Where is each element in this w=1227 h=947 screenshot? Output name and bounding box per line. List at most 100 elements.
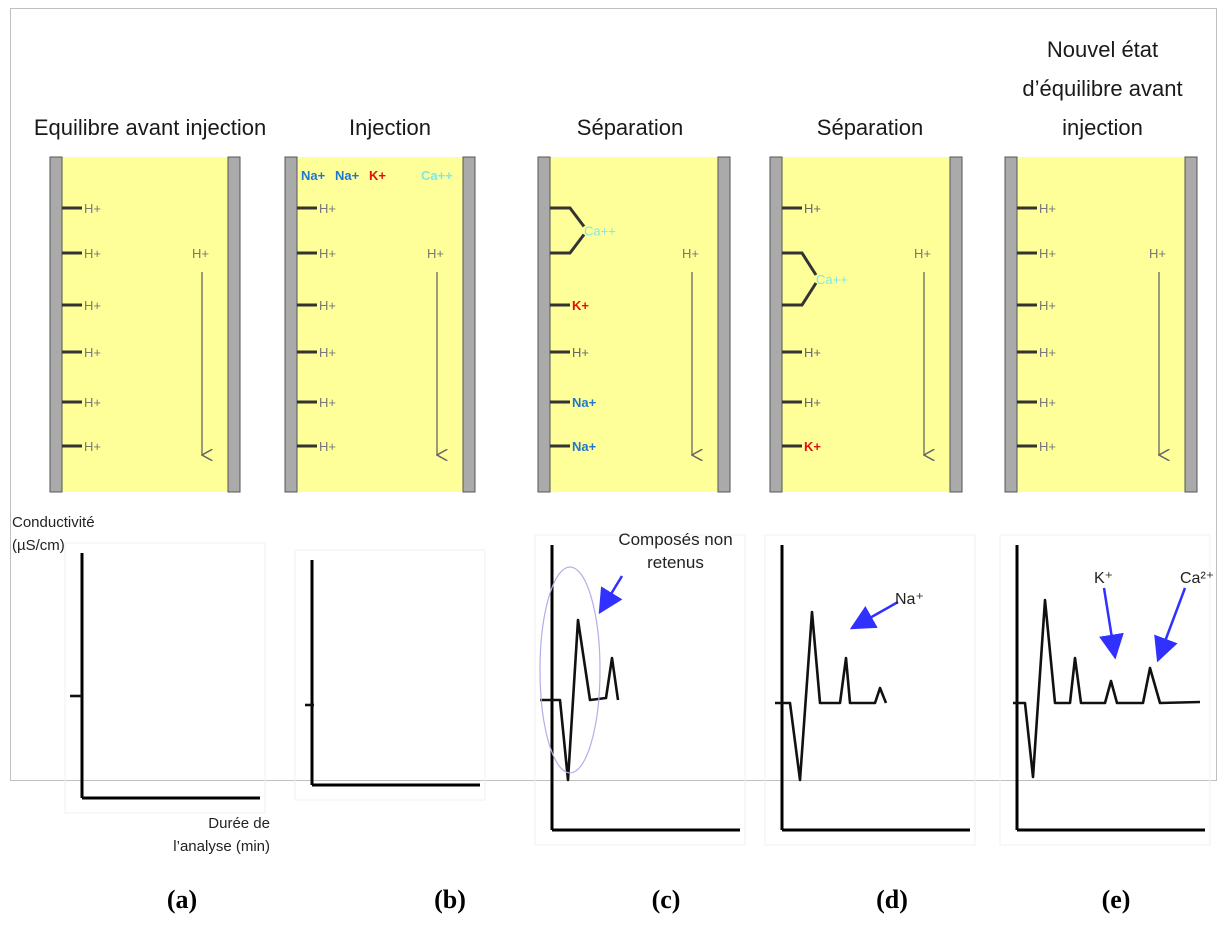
y-axis-label-line1: Conductivité <box>12 514 95 531</box>
annotation-label-ca: Ca²⁺ <box>1180 570 1215 587</box>
x-axis-label-line2: l’analyse (min) <box>173 838 270 855</box>
title-d: Séparation <box>816 115 924 140</box>
panel-c-column: K+ H+ Na+ Na+ Ca++ H+ <box>537 156 731 493</box>
panel-e-site-ion-1: H+ <box>1039 246 1056 261</box>
panel-e-site-ion-3: H+ <box>1039 345 1056 360</box>
panel-a-site-ion-5: H+ <box>84 439 101 454</box>
panel-c-site-ion-3: H+ <box>572 345 589 360</box>
title-b: Injection <box>349 115 431 140</box>
title-e-line1: Nouvel état <box>1046 37 1159 62</box>
panel-c-left-wall <box>537 156 551 493</box>
y-axis-label: Conductivité (µS/cm) <box>12 511 95 557</box>
panel-b-injected-ion-2: K+ <box>369 168 386 183</box>
panel-c-site-ion-2: K+ <box>572 298 589 313</box>
panel-e-plot-bg <box>999 534 1211 846</box>
panel-e-chromatogram <box>999 534 1211 846</box>
caption-e: (e) <box>1101 885 1131 914</box>
panel-e-stationary-phase <box>1005 157 1197 492</box>
panel-b-injected-ion-1: Na+ <box>335 168 360 183</box>
panel-d-signal-trace <box>775 610 888 782</box>
panel-c-site-ion-4: Na+ <box>572 395 597 410</box>
panel-d-right-wall <box>949 156 963 493</box>
panel-a-eluent-label: H+ <box>192 246 209 261</box>
panel-a-site-ion-1: H+ <box>84 246 101 261</box>
panel-a-site-ion-3: H+ <box>84 345 101 360</box>
y-axis-label-line2: (µS/cm) <box>12 537 65 554</box>
panel-c-stationary-phase <box>538 157 730 492</box>
annotation-arrow-ca <box>1154 587 1187 663</box>
panel-e-site-ion-0: H+ <box>1039 201 1056 216</box>
panel-d-plot-bg <box>764 534 976 846</box>
figure-frame <box>10 8 1217 781</box>
panel-e-left-wall <box>1004 156 1018 493</box>
caption-b: (b) <box>434 885 466 914</box>
caption-d: (d) <box>876 885 908 914</box>
panel-b-injected-ion-0: Na+ <box>301 168 326 183</box>
panel-d-site-ion-5: K+ <box>804 439 821 454</box>
annotation-label-k: K⁺ <box>1094 570 1114 587</box>
panel-e-eluent-label: H+ <box>1149 246 1166 261</box>
title-e-line3: injection <box>1062 115 1143 140</box>
annotation-arrow-c <box>598 575 624 615</box>
panel-b-site-ion-2: H+ <box>319 298 336 313</box>
panel-a-stationary-phase <box>50 157 240 492</box>
caption-c: (c) <box>651 885 681 914</box>
panel-a-site-ion-0: H+ <box>84 201 101 216</box>
title-a: Equilibre avant injection <box>33 115 267 140</box>
annotation-label-d: Na⁺ <box>895 591 924 608</box>
panel-d-bound-ca: Ca++ <box>816 272 848 287</box>
panel-d-column: H+ H+ H+ K+ Ca++ H+ <box>769 156 963 493</box>
panel-d-ca-bond-bottom <box>782 282 818 307</box>
panel-b-chromatogram <box>294 549 486 801</box>
panel-b-site-ion-3: H+ <box>319 345 336 360</box>
panel-b-column: H+ H+ H+ H+ H+ H+ Na+ Na+ K+ Ca++ H+ <box>284 156 476 493</box>
panel-d-ca-bond-top <box>782 251 818 276</box>
panel-e-site-ion-5: H+ <box>1039 439 1056 454</box>
panel-c-ca-bond-top <box>550 206 586 228</box>
panel-a-plot-bg <box>64 542 266 814</box>
panel-b-eluent-label: H+ <box>427 246 444 261</box>
unretained-ellipse <box>539 566 601 774</box>
panel-c-site-ion-5: Na+ <box>572 439 597 454</box>
panel-b-stationary-phase <box>285 157 475 492</box>
caption-a: (a) <box>166 885 198 914</box>
panel-e-right-wall <box>1184 156 1198 493</box>
annotation-arrow-k <box>1099 587 1124 660</box>
panel-d-site-ion-4: H+ <box>804 395 821 410</box>
panel-b-site-ion-1: H+ <box>319 246 336 261</box>
panel-e-signal-trace <box>1013 598 1201 779</box>
title-e: Nouvel état d’équilibre avant injection <box>995 34 1210 143</box>
title-c: Séparation <box>576 115 684 140</box>
panel-b-site-ion-5: H+ <box>319 439 336 454</box>
annotation-label-c: Composés non retenus <box>618 530 733 572</box>
panel-d-chromatogram <box>764 534 976 846</box>
panel-c-signal-trace <box>540 618 620 782</box>
panel-a-left-wall <box>49 156 63 493</box>
panel-e-site-ion-4: H+ <box>1039 395 1056 410</box>
panel-c-bound-ca: Ca++ <box>584 224 616 239</box>
panel-a-right-wall <box>227 156 241 493</box>
panel-b-plot-bg <box>294 549 486 801</box>
panel-b-injected-ion-3: Ca++ <box>421 168 453 183</box>
panel-d-stationary-phase <box>770 157 962 492</box>
panel-d-site-ion-3: H+ <box>804 345 821 360</box>
x-axis-label: Durée de l’analyse (min) <box>160 812 270 858</box>
panel-a-chromatogram <box>64 542 266 814</box>
panel-c-right-wall <box>717 156 731 493</box>
panel-d-eluent-label: H+ <box>914 246 931 261</box>
x-axis-label-line1: Durée de <box>208 815 270 832</box>
panel-d-site-ion-0: H+ <box>804 201 821 216</box>
panel-b-right-wall <box>462 156 476 493</box>
panel-e-site-ion-2: H+ <box>1039 298 1056 313</box>
panel-a-column: H+ H+ H+ H+ H+ H+ H+ <box>49 156 241 493</box>
panel-c-chromatogram <box>534 534 746 846</box>
panel-b-site-ion-0: H+ <box>319 201 336 216</box>
title-e-line2: d’équilibre avant <box>1022 76 1183 101</box>
panel-e-column: H+ H+ H+ H+ H+ H+ H+ <box>1004 156 1198 493</box>
panel-b-left-wall <box>284 156 298 493</box>
panel-c-plot-bg <box>534 534 746 846</box>
panel-b-site-ion-4: H+ <box>319 395 336 410</box>
annotation-arrow-d <box>849 600 899 630</box>
panel-a-site-ion-4: H+ <box>84 395 101 410</box>
